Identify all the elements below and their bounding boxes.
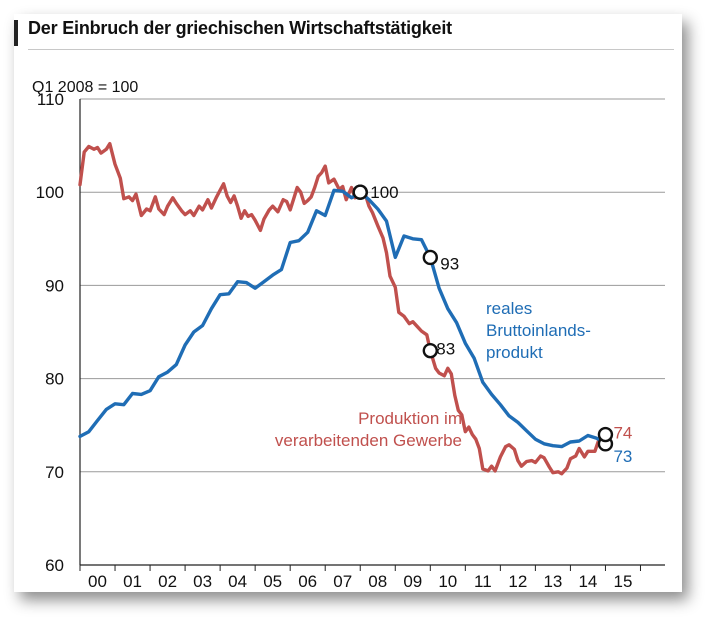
chart-subtitle: Q1 2008 = 100 xyxy=(32,79,138,96)
series-label-manufacturing-line-0: Produktion im xyxy=(358,409,462,428)
x-tick-label-10: 10 xyxy=(438,572,457,591)
title-accent-bar xyxy=(14,20,18,46)
marker-gdp-1 xyxy=(422,249,438,266)
y-tick-label-110: 110 xyxy=(37,90,64,109)
marker-manufacturing-2 xyxy=(597,426,614,443)
x-tick-label-14: 14 xyxy=(578,572,597,591)
y-tick-label-60: 60 xyxy=(45,556,64,575)
x-tick-label-05: 05 xyxy=(263,572,282,591)
value-label-gdp-93: 93 xyxy=(440,254,459,273)
series-label-gdp-line-1: Bruttoinlands- xyxy=(486,321,591,340)
x-tick-label-15: 15 xyxy=(614,572,633,591)
x-tick-label-00: 00 xyxy=(88,572,107,591)
series-line-manufacturing xyxy=(78,142,608,476)
x-tick-label-07: 07 xyxy=(333,572,352,591)
x-tick-label-04: 04 xyxy=(228,572,247,591)
x-tick-label-09: 09 xyxy=(403,572,422,591)
series-labels: reales Bruttoinlands-produkt Produktion im… xyxy=(275,299,591,450)
x-axis-ticks: 00 01 02 03 04 05 06 07 08 09 10 11 12 13 14 15 xyxy=(79,565,641,591)
x-tick-label-13: 13 xyxy=(543,572,562,591)
chart-title: Der Einbruch der griechischen Wirtschaft… xyxy=(28,18,452,38)
y-tick-label-100: 100 xyxy=(36,183,64,202)
x-tick-label-03: 03 xyxy=(193,572,212,591)
value-label-gdp-73: 73 xyxy=(613,447,632,466)
series-label-gdp-line-2: produkt xyxy=(486,343,543,362)
x-tick-label-12: 12 xyxy=(508,572,527,591)
gridlines xyxy=(79,98,665,566)
y-axis-ticks: 60 70 80 90 100 110 xyxy=(36,90,64,575)
x-tick-label-08: 08 xyxy=(368,572,387,591)
value-label-manufacturing-83: 83 xyxy=(436,340,455,359)
x-tick-label-02: 02 xyxy=(158,572,177,591)
y-tick-label-80: 80 xyxy=(45,370,64,389)
marker-manufacturing-1 xyxy=(422,342,438,359)
y-tick-label-70: 70 xyxy=(45,463,64,482)
series-lines xyxy=(78,142,608,476)
x-tick-label-11: 11 xyxy=(474,572,492,591)
value-label-manufacturing-74: 74 xyxy=(613,424,632,443)
series-line-gdp xyxy=(78,188,608,449)
value-label-gdp-100: 100 xyxy=(370,183,398,202)
x-tick-label-01: 01 xyxy=(123,572,142,591)
series-label-gdp-line-0: reales xyxy=(486,299,532,318)
y-tick-label-90: 90 xyxy=(45,276,64,295)
series-label-manufacturing-line-1: verarbeitenden Gewerbe xyxy=(275,431,462,450)
series-markers: 100 93 73 83 74 xyxy=(352,183,632,466)
chart-card xyxy=(14,14,682,592)
x-tick-label-06: 06 xyxy=(298,572,317,591)
title-divider xyxy=(28,49,674,50)
marker-manufacturing-0 xyxy=(352,184,368,200)
